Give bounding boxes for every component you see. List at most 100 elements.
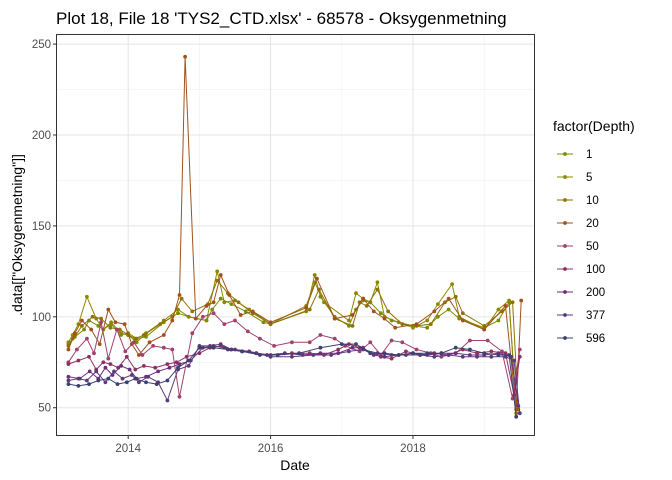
legend-item-1: 1 bbox=[557, 149, 592, 161]
data-point bbox=[332, 316, 337, 321]
legend-item-596: 596 bbox=[557, 333, 605, 345]
data-point bbox=[147, 340, 152, 345]
data-point bbox=[489, 349, 494, 354]
data-point bbox=[106, 356, 111, 361]
data-point bbox=[318, 351, 323, 356]
data-point bbox=[475, 351, 479, 356]
data-point bbox=[89, 327, 94, 332]
data-point bbox=[215, 269, 220, 274]
data-point bbox=[517, 347, 522, 352]
data-point bbox=[275, 353, 280, 357]
x-axis-title: Date bbox=[280, 457, 310, 473]
data-point bbox=[489, 354, 494, 359]
x-tick-label: 2014 bbox=[115, 443, 141, 455]
legend-label: 5 bbox=[586, 172, 592, 184]
legend-key-point bbox=[563, 267, 567, 271]
data-point bbox=[124, 354, 129, 359]
data-point bbox=[496, 318, 501, 323]
data-point bbox=[218, 342, 223, 346]
data-point bbox=[211, 300, 216, 305]
y-tick-label: 200 bbox=[32, 130, 51, 142]
data-point bbox=[208, 344, 213, 348]
data-point bbox=[315, 276, 319, 281]
data-point bbox=[82, 327, 86, 332]
data-point bbox=[176, 311, 180, 316]
data-point bbox=[307, 340, 312, 345]
data-point bbox=[161, 333, 166, 337]
data-point bbox=[290, 354, 294, 359]
data-point bbox=[186, 314, 191, 319]
data-point bbox=[177, 293, 182, 297]
data-point bbox=[179, 296, 184, 301]
data-point bbox=[76, 358, 81, 363]
data-point bbox=[361, 296, 365, 301]
data-point bbox=[87, 354, 91, 359]
data-point bbox=[268, 320, 273, 325]
data-point bbox=[201, 314, 205, 319]
data-point bbox=[165, 378, 170, 383]
data-point bbox=[517, 411, 522, 416]
data-point bbox=[382, 351, 387, 356]
data-point bbox=[519, 298, 524, 303]
legend-label: 1 bbox=[586, 149, 592, 161]
data-point bbox=[76, 376, 81, 381]
data-point bbox=[204, 304, 209, 308]
legend-item-200: 200 bbox=[557, 287, 605, 299]
data-point bbox=[190, 331, 195, 336]
data-point bbox=[101, 360, 106, 365]
data-point bbox=[382, 354, 387, 359]
data-point bbox=[414, 347, 419, 352]
data-point bbox=[193, 316, 198, 321]
data-point bbox=[66, 362, 71, 366]
data-point bbox=[80, 324, 84, 328]
data-point bbox=[120, 376, 125, 381]
data-point bbox=[156, 369, 161, 374]
data-point bbox=[161, 345, 166, 350]
data-point bbox=[414, 322, 419, 326]
data-point bbox=[137, 380, 141, 385]
data-point bbox=[460, 354, 465, 359]
data-point bbox=[411, 351, 415, 356]
legend-label: 10 bbox=[586, 195, 599, 207]
data-point bbox=[80, 318, 84, 323]
data-point bbox=[211, 345, 216, 350]
data-point bbox=[146, 374, 151, 379]
legend-key-point bbox=[563, 221, 567, 225]
data-point bbox=[311, 353, 316, 357]
legend-key-point bbox=[563, 313, 567, 317]
data-point bbox=[468, 347, 472, 352]
data-point bbox=[482, 324, 487, 328]
data-point bbox=[92, 351, 96, 356]
data-point bbox=[113, 320, 118, 325]
data-point bbox=[165, 398, 170, 403]
data-point bbox=[364, 304, 369, 308]
data-point bbox=[371, 353, 376, 357]
data-point bbox=[425, 351, 430, 356]
data-point bbox=[85, 378, 89, 383]
data-point bbox=[339, 342, 344, 346]
data-point bbox=[177, 394, 182, 399]
data-point bbox=[258, 336, 262, 341]
data-point bbox=[123, 349, 128, 354]
data-point bbox=[151, 344, 156, 348]
series-20 bbox=[66, 54, 524, 412]
data-point bbox=[227, 293, 232, 297]
legend-key-point bbox=[563, 290, 567, 294]
data-point bbox=[350, 345, 355, 350]
data-point bbox=[312, 273, 317, 277]
data-point bbox=[368, 351, 373, 356]
legend-label: 100 bbox=[586, 264, 605, 276]
data-point bbox=[446, 307, 451, 312]
data-point bbox=[436, 314, 440, 319]
data-point bbox=[222, 300, 227, 305]
legend-key-point bbox=[563, 152, 567, 156]
data-point bbox=[186, 358, 191, 363]
series-layer bbox=[66, 54, 524, 419]
data-point bbox=[261, 320, 266, 325]
data-point bbox=[184, 354, 189, 359]
data-point bbox=[250, 309, 255, 314]
data-point bbox=[142, 333, 146, 337]
data-point bbox=[66, 374, 71, 379]
data-point bbox=[304, 305, 309, 310]
data-point bbox=[425, 325, 430, 330]
